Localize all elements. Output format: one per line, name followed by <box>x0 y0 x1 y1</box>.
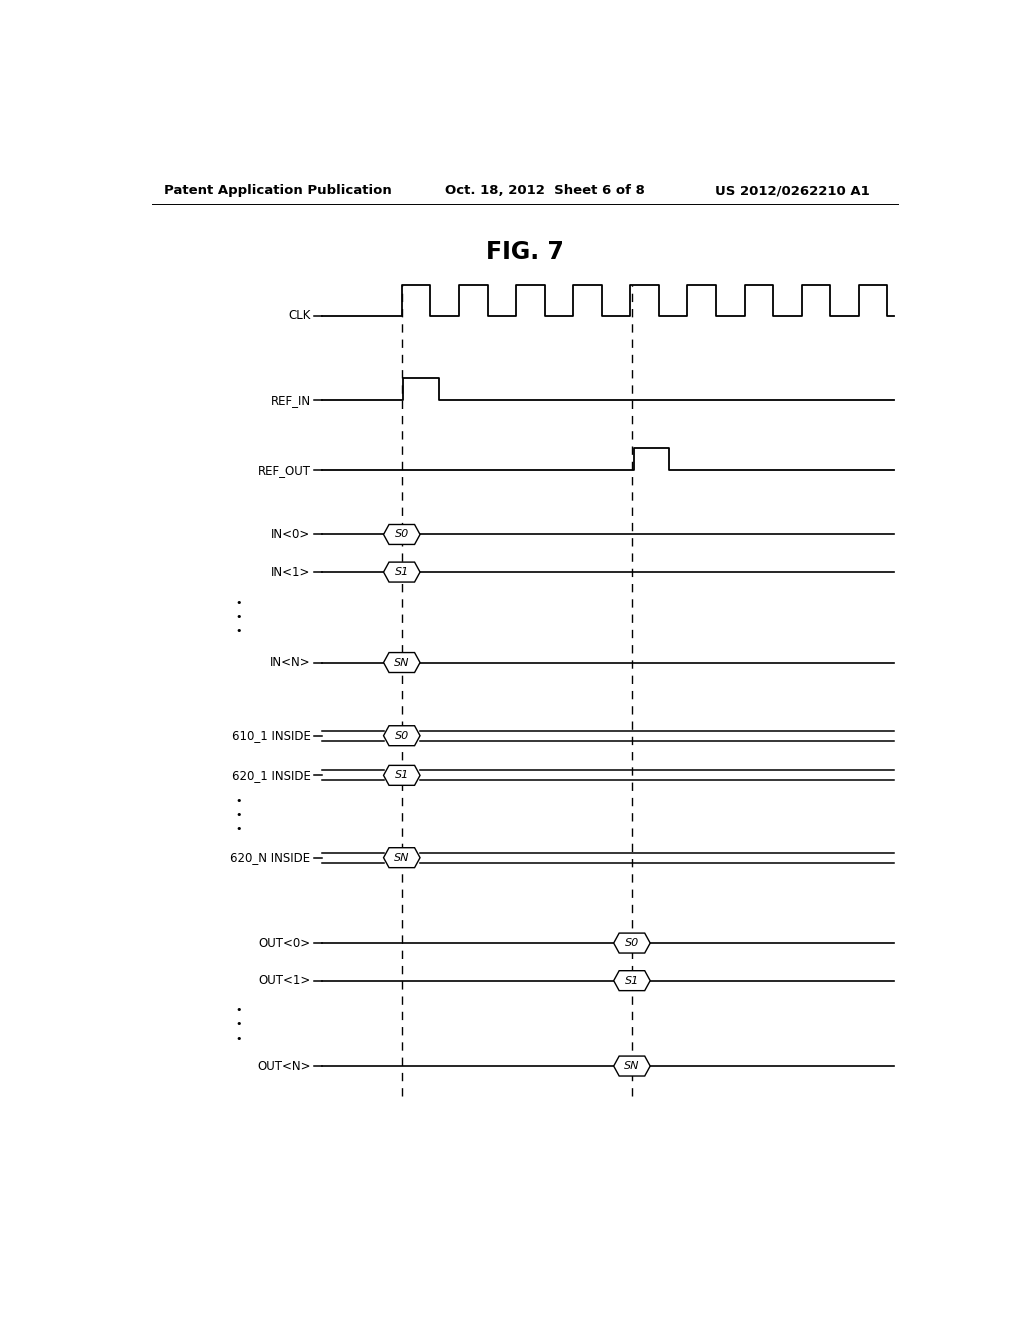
Text: S0: S0 <box>394 529 409 540</box>
Text: SN: SN <box>394 657 410 668</box>
Text: OUT<1>: OUT<1> <box>258 974 310 987</box>
Text: FIG. 7: FIG. 7 <box>485 240 564 264</box>
Polygon shape <box>613 1056 650 1076</box>
Polygon shape <box>384 524 420 544</box>
Text: •: • <box>236 1034 243 1044</box>
Text: Patent Application Publication: Patent Application Publication <box>164 185 391 198</box>
Text: S0: S0 <box>625 939 639 948</box>
Polygon shape <box>384 652 420 672</box>
Text: Oct. 18, 2012  Sheet 6 of 8: Oct. 18, 2012 Sheet 6 of 8 <box>445 185 645 198</box>
Polygon shape <box>384 562 420 582</box>
Text: •: • <box>236 810 243 820</box>
Text: 610_1 INSIDE: 610_1 INSIDE <box>231 729 310 742</box>
Text: S1: S1 <box>394 568 409 577</box>
Polygon shape <box>613 933 650 953</box>
Text: S1: S1 <box>625 975 639 986</box>
Text: S1: S1 <box>394 771 409 780</box>
Text: SN: SN <box>394 853 410 863</box>
Text: •: • <box>236 824 243 834</box>
Text: IN<0>: IN<0> <box>271 528 310 541</box>
Text: 620_N INSIDE: 620_N INSIDE <box>230 851 310 865</box>
Text: CLK: CLK <box>288 309 310 322</box>
Text: IN<N>: IN<N> <box>270 656 310 669</box>
Text: US 2012/0262210 A1: US 2012/0262210 A1 <box>715 185 870 198</box>
Text: REF_IN: REF_IN <box>270 393 310 407</box>
Text: •: • <box>236 626 243 636</box>
Polygon shape <box>613 970 650 990</box>
Text: OUT<0>: OUT<0> <box>258 937 310 949</box>
Text: •: • <box>236 796 243 805</box>
Text: •: • <box>236 611 243 622</box>
Text: SN: SN <box>625 1061 640 1071</box>
Polygon shape <box>384 766 420 785</box>
Text: IN<1>: IN<1> <box>271 565 310 578</box>
Text: S0: S0 <box>394 731 409 741</box>
Polygon shape <box>384 847 420 867</box>
Polygon shape <box>384 726 420 746</box>
Text: REF_OUT: REF_OUT <box>257 463 310 477</box>
Text: OUT<N>: OUT<N> <box>257 1060 310 1073</box>
Text: •: • <box>236 1005 243 1015</box>
Text: 620_1 INSIDE: 620_1 INSIDE <box>231 768 310 781</box>
Text: •: • <box>236 1019 243 1030</box>
Text: •: • <box>236 598 243 607</box>
